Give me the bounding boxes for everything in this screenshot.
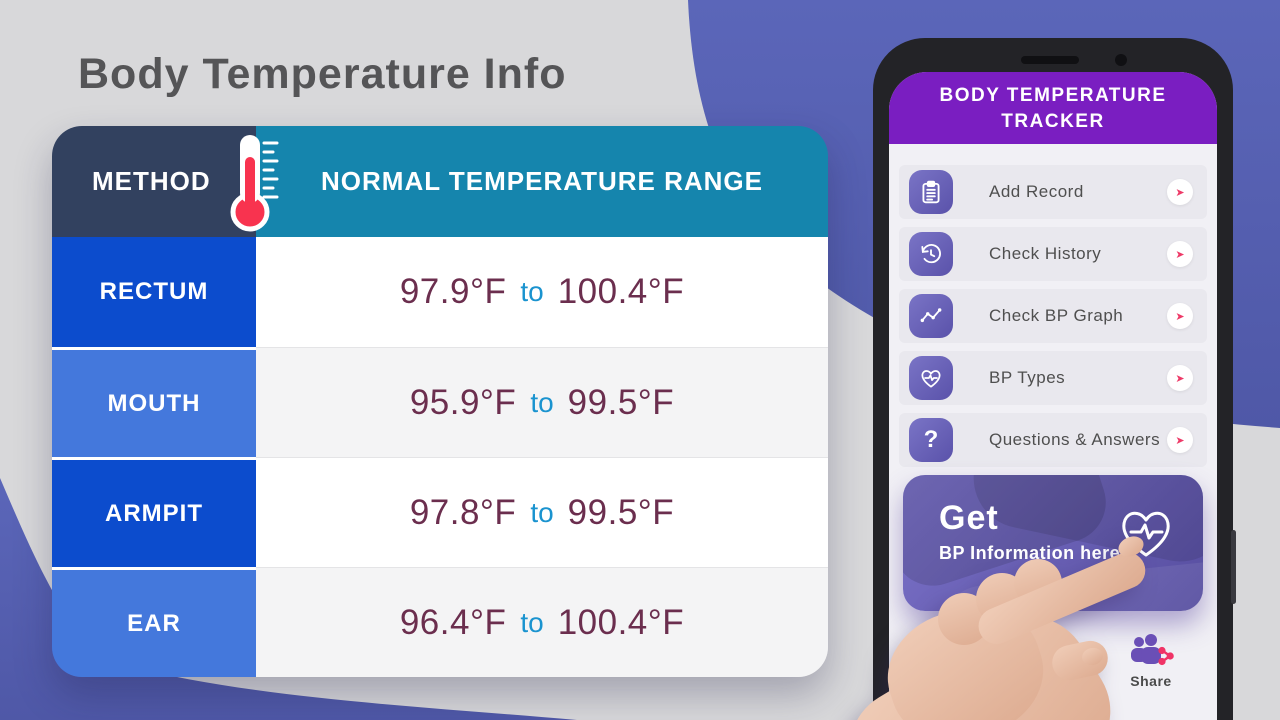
range-cell: 96.4°F to 100.4°F bbox=[256, 567, 828, 677]
menu-item-label: Add Record bbox=[989, 182, 1084, 201]
temp-high: 99.5°F bbox=[567, 382, 675, 422]
table-header-row: METHOD NORMAL TEMPERATURE RANGE bbox=[52, 126, 828, 237]
rate-star-icon: ★ bbox=[1035, 632, 1059, 662]
main-menu: Add Record ➤ Check History ➤ bbox=[889, 144, 1217, 467]
temp-low: 97.8°F bbox=[409, 492, 517, 532]
rate-label: Rate bbox=[1030, 662, 1064, 678]
method-cell: ARMPIT bbox=[52, 457, 256, 567]
menu-item-label: Check BP Graph bbox=[989, 306, 1124, 325]
method-header-cell: METHOD bbox=[52, 126, 256, 237]
share-people-icon bbox=[1131, 634, 1174, 666]
range-cell: 97.9°F to 100.4°F bbox=[256, 237, 828, 347]
menu-item-questions-answers[interactable]: ? Questions & Answers ➤ bbox=[899, 413, 1207, 467]
range-cell: 97.8°F to 99.5°F bbox=[256, 457, 828, 567]
heart-ecg-icon bbox=[1122, 511, 1170, 557]
thermometer-icon bbox=[230, 135, 279, 232]
temperature-table: METHOD NORMAL TEMPERATURE RANGE RECTUM bbox=[52, 126, 828, 677]
temp-high: 100.4°F bbox=[557, 272, 685, 311]
temp-low: 96.4°F bbox=[399, 602, 507, 642]
clipboard-icon bbox=[909, 170, 953, 214]
blob-bottom-left bbox=[0, 478, 577, 720]
camera-dot bbox=[1115, 54, 1127, 66]
app-title-line2: TRACKER bbox=[1001, 111, 1105, 132]
range-cell: 95.9°F to 99.5°F bbox=[256, 347, 828, 457]
menu-item-bp-types[interactable]: BP Types ➤ bbox=[899, 351, 1207, 405]
speaker-slot bbox=[1021, 56, 1079, 64]
page-title: Body Temperature Info bbox=[78, 50, 567, 98]
temp-low: 97.9°F bbox=[399, 272, 507, 311]
heart-pulse-icon bbox=[909, 356, 953, 400]
menu-item-label: BP Types bbox=[989, 368, 1066, 387]
chevron-arrow-icon[interactable]: ➤ bbox=[1167, 303, 1193, 329]
temp-separator: to bbox=[520, 276, 544, 307]
chevron-arrow-icon[interactable]: ➤ bbox=[1167, 179, 1193, 205]
menu-item-check-history[interactable]: Check History ➤ bbox=[899, 227, 1207, 281]
table-row: EAR 96.4°F to 100.4°F bbox=[52, 567, 828, 677]
question-icon: ? bbox=[909, 418, 953, 462]
temp-low: 95.9°F bbox=[409, 382, 517, 422]
menu-item-label: Check History bbox=[989, 244, 1102, 263]
method-cell: RECTUM bbox=[52, 237, 256, 347]
bp-graph-icon bbox=[909, 294, 953, 338]
table-row: MOUTH 95.9°F to 99.5°F bbox=[52, 347, 828, 457]
temp-separator: to bbox=[530, 386, 554, 418]
power-button bbox=[1231, 530, 1236, 604]
range-header-cell: NORMAL TEMPERATURE RANGE bbox=[256, 126, 828, 237]
share-label: Share bbox=[1130, 673, 1172, 689]
app-title-line1: BODY TEMPERATURE bbox=[939, 85, 1167, 106]
temp-high: 99.5°F bbox=[567, 492, 675, 532]
method-cell: MOUTH bbox=[52, 347, 256, 457]
share-button[interactable]: Share bbox=[1115, 634, 1187, 689]
bp-info-banner[interactable]: Get BP Information here bbox=[903, 475, 1203, 611]
range-header-label: NORMAL TEMPERATURE RANGE bbox=[321, 166, 763, 196]
method-header-label: METHOD bbox=[92, 166, 211, 196]
history-icon bbox=[909, 232, 953, 276]
method-cell: EAR bbox=[52, 567, 256, 677]
rate-button[interactable]: ★ Rate bbox=[1011, 634, 1083, 678]
phone-screen: BODY TEMPERATURE TRACKER Add Record ➤ bbox=[889, 72, 1217, 720]
table-row: ARMPIT 97.8°F to 99.5°F bbox=[52, 457, 828, 567]
menu-item-label: Questions & Answers bbox=[989, 430, 1161, 449]
menu-item-add-record[interactable]: Add Record ➤ bbox=[899, 165, 1207, 219]
temp-high: 100.4°F bbox=[557, 602, 685, 642]
chevron-arrow-icon[interactable]: ➤ bbox=[1167, 427, 1193, 453]
phone-mockup: BODY TEMPERATURE TRACKER Add Record ➤ bbox=[873, 38, 1236, 720]
menu-item-check-bp-graph[interactable]: Check BP Graph ➤ bbox=[899, 289, 1207, 343]
chevron-arrow-icon[interactable]: ➤ bbox=[1167, 241, 1193, 267]
banner-subtitle: BP Information here bbox=[939, 543, 1121, 563]
app-header: BODY TEMPERATURE TRACKER bbox=[889, 72, 1217, 144]
chevron-arrow-icon[interactable]: ➤ bbox=[1167, 365, 1193, 391]
temp-separator: to bbox=[520, 606, 544, 638]
table-row: RECTUM 97.9°F to 100.4°F bbox=[52, 237, 828, 347]
temp-separator: to bbox=[530, 496, 554, 528]
banner-title: Get bbox=[939, 499, 999, 537]
